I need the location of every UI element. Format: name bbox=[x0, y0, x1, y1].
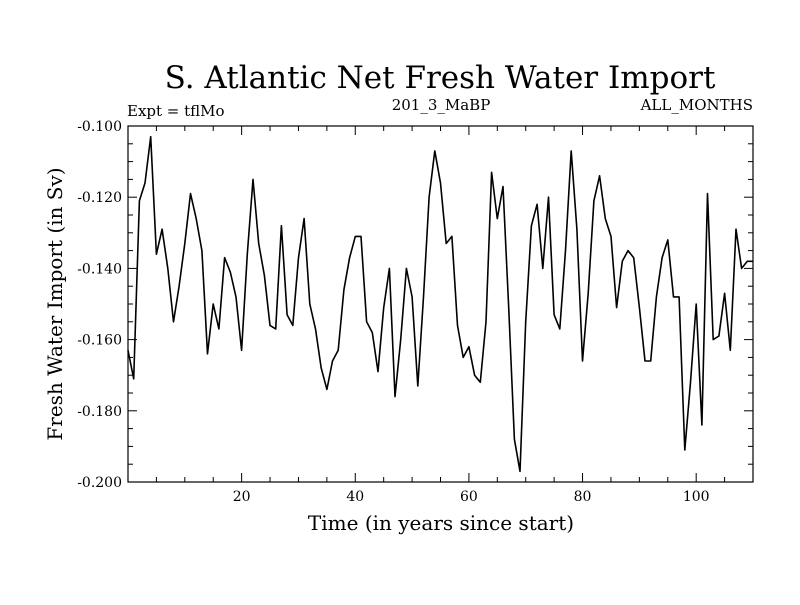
y-tick-label: -0.140 bbox=[77, 261, 122, 277]
chart-title: S. Atlantic Net Fresh Water Import bbox=[165, 60, 716, 96]
x-tick-label: 40 bbox=[346, 489, 364, 505]
y-tick-label: -0.200 bbox=[77, 475, 122, 491]
y-tick-label: -0.160 bbox=[77, 333, 122, 349]
y-tick-label: -0.100 bbox=[77, 119, 122, 135]
experiment-label: Expt = tflMo bbox=[127, 102, 225, 120]
x-tick-label: 60 bbox=[460, 489, 478, 505]
x-axis-label: Time (in years since start) bbox=[308, 511, 574, 535]
x-tick-label: 80 bbox=[574, 489, 592, 505]
x-tick-label: 20 bbox=[233, 489, 251, 505]
plot-frame bbox=[127, 125, 754, 483]
x-tick-label: 100 bbox=[683, 489, 710, 505]
y-tick-label: -0.180 bbox=[77, 404, 122, 420]
run-label: 201_3_MaBP bbox=[392, 96, 491, 114]
months-label: ALL_MONTHS bbox=[640, 96, 753, 114]
y-axis-label: Fresh Water Import (in Sv) bbox=[43, 167, 67, 440]
y-tick-label: -0.120 bbox=[77, 190, 122, 206]
axis-tick-labels: 20 40 60 80 100 -0.100 -0.120 -0.140 -0.160 -0.18… bbox=[77, 119, 709, 505]
fresh-water-series-line bbox=[127, 135, 753, 473]
